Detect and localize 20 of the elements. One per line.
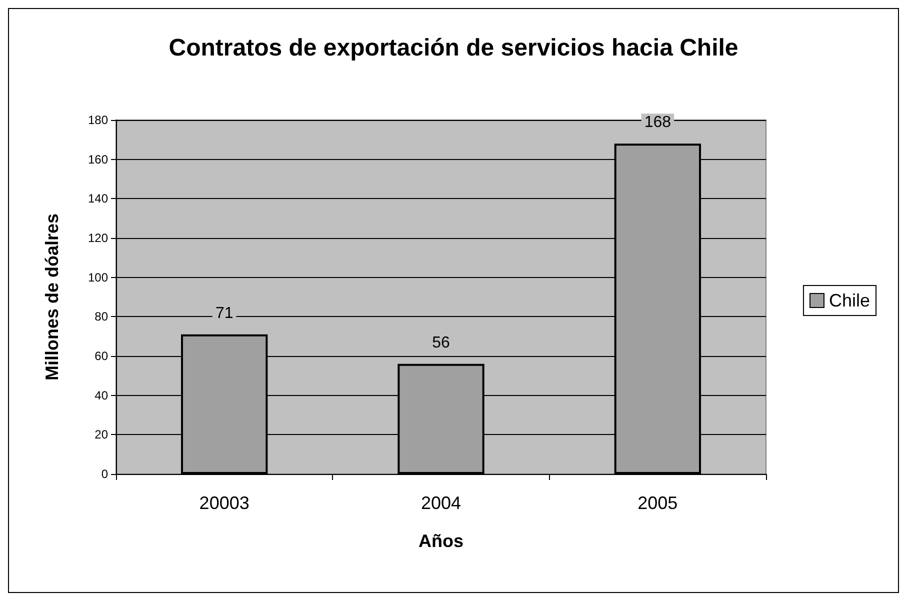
y-tick-label: 0 xyxy=(101,467,108,481)
y-tick-label: 180 xyxy=(88,113,108,127)
y-tick-label: 100 xyxy=(88,270,108,284)
y-tick-label: 80 xyxy=(94,310,108,324)
y-tick-label: 40 xyxy=(94,388,108,402)
x-axis-title: Años xyxy=(418,531,464,551)
y-tick-label: 120 xyxy=(88,231,108,245)
y-tick-label: 140 xyxy=(88,192,108,206)
chart-title: Contratos de exportación de servicios hacia Chile xyxy=(168,34,738,62)
x-tick-label: 20003 xyxy=(199,493,250,513)
x-tick-label: 2004 xyxy=(420,493,462,513)
x-tick-label: 2005 xyxy=(638,493,678,513)
data-label: 56 xyxy=(432,334,450,352)
y-tick-label: 160 xyxy=(88,152,108,166)
legend-label: Chile xyxy=(828,290,870,310)
y-tick-label: 60 xyxy=(94,349,108,363)
y-tick-label: 20 xyxy=(94,428,108,442)
data-label: 71 xyxy=(215,304,234,322)
y-axis-title: Millones de dóalres xyxy=(42,213,62,381)
data-label: 168 xyxy=(644,114,672,132)
